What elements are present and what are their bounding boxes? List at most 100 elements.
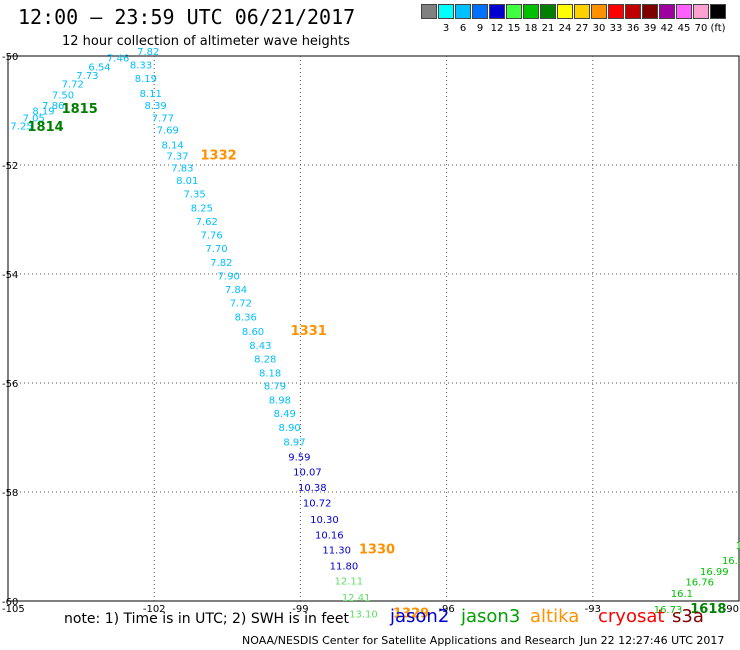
lon-tick-label: -93: [585, 604, 601, 615]
wave-height-value: 16.73: [654, 605, 683, 616]
wave-height-value: 8.97: [283, 438, 305, 449]
wave-height-value: 6.54: [88, 63, 110, 74]
legend-label: 36: [626, 23, 640, 34]
wave-height-value: 7.69: [157, 125, 179, 136]
wave-height-value: 7.62: [196, 217, 218, 228]
wave-height-value: 12.11: [335, 577, 364, 588]
lon-tick-label: -96: [438, 604, 454, 615]
pass-time-label: 1814: [27, 120, 63, 135]
lon-tick-label: -90: [723, 604, 739, 615]
legend-label: 30: [592, 23, 606, 34]
lon-tick-label: -105: [2, 604, 25, 615]
page-subtitle: 12 hour collection of altimeter wave hei…: [62, 34, 350, 49]
wave-height-value: 10.16: [315, 530, 344, 541]
legend-swatch: [523, 4, 539, 19]
page-title: 12:00 — 23:59 UTC 06/21/2017: [18, 5, 356, 29]
pass-time-label: 1330: [359, 543, 395, 558]
wave-height-value: 8.14: [162, 141, 184, 152]
wave-height-value: 13.10: [349, 609, 378, 620]
wave-height-value: 7.46: [107, 53, 129, 64]
satellite-s3a: s3a: [672, 606, 704, 627]
wave-height-value: 7.90: [218, 271, 240, 282]
legend-swatch: [676, 4, 692, 19]
satellite-jason3: jason3: [461, 606, 521, 627]
wave-height-value: 7.70: [205, 244, 227, 255]
wave-height-value: 8.39: [144, 101, 166, 112]
wave-height-value: 7.84: [225, 285, 247, 296]
legend-swatch: [625, 4, 641, 19]
time-labels: 1815 1814 1332 1331 1330 1329 1618: [27, 102, 726, 621]
wave-height-value: 16.57: [722, 556, 740, 567]
legend-swatch: [438, 4, 454, 19]
legend-label: 24: [558, 23, 572, 34]
wave-height-value: 8.28: [254, 354, 276, 365]
lat-tick-label: -50: [2, 52, 18, 63]
pass-time-label: 1331: [291, 324, 327, 339]
wave-height-value: 8.33: [130, 61, 152, 72]
wave-height-value: 7.82: [210, 258, 232, 269]
wave-height-value: 7.37: [166, 152, 188, 163]
wave-height-value: 8.19: [32, 106, 54, 117]
pass-time-label: 1618: [690, 602, 726, 617]
wave-height-value: 12.41: [342, 593, 371, 604]
wave-height-value: 10.30: [310, 515, 339, 526]
legend-swatch: [693, 4, 709, 19]
lat-tick-label: -52: [2, 161, 18, 172]
legend-swatch: [710, 4, 726, 19]
wave-height-value: 8.36: [235, 312, 257, 323]
wave-height-value: 10.07: [293, 468, 322, 479]
wave-height-value: 7.83: [171, 164, 193, 175]
wave-height-value: 7.05: [23, 113, 45, 124]
legend-label: 70: [694, 23, 708, 34]
wave-height-value: 8.18: [259, 368, 281, 379]
wave-height-value: 11.30: [322, 546, 351, 557]
lon-tick-label: -99: [292, 604, 308, 615]
satellite-cryosat: cryosat: [598, 606, 665, 627]
legend-label: 3: [442, 23, 450, 34]
legend-swatch: [472, 4, 488, 19]
wave-height-value: 7.73: [76, 71, 98, 82]
wave-height-value: 15: [736, 541, 740, 552]
wave-height-value: 8.25: [191, 203, 213, 214]
wave-height-value: 7.50: [52, 91, 74, 102]
wave-height-value: 8.01: [176, 176, 198, 187]
wave-height-value: 10.38: [298, 483, 327, 494]
legend-label: 27: [575, 23, 589, 34]
legend-label: 39: [643, 23, 657, 34]
map-axis-ticks: -105 -102 -99 -96 -93 -90 -50 -52 -54 -56 -58 -60: [2, 52, 739, 615]
wave-height-value: 8.90: [278, 423, 300, 434]
wave-height-value: 7.86: [42, 101, 64, 112]
wave-height-value: 8.49: [274, 409, 296, 420]
legend-swatch: [642, 4, 658, 19]
satellite-jason2: jason2: [390, 606, 450, 627]
wave-height-value: 16.76: [685, 578, 714, 589]
wave-height-value: 8.98: [269, 396, 291, 407]
footer-credit: NOAA/NESDIS Center for Satellite Applica…: [242, 634, 576, 647]
legend-label: 42: [660, 23, 674, 34]
wave-height-value: 8.11: [140, 89, 162, 100]
legend-swatch: [608, 4, 624, 19]
legend-swatch: [540, 4, 556, 19]
legend-swatch: [557, 4, 573, 19]
pass-time-label: 1815: [62, 102, 98, 117]
legend-swatch: [591, 4, 607, 19]
wave-height-labels: 7.82 7.468.33 6.547.73 8.19 7.72 8.11 7.507.86…: [10, 47, 740, 620]
wave-height-value: 7.77: [152, 113, 174, 124]
footer-timestamp: Jun 22 12:27:46 UTC 2017: [580, 634, 725, 647]
footer-note: note: 1) Time is in UTC; 2) SWH is in fe…: [64, 611, 350, 627]
legend-swatch: [421, 4, 437, 19]
wave-height-value: 10.72: [303, 499, 332, 510]
legend-label: 6: [459, 23, 467, 34]
legend-swatch: [659, 4, 675, 19]
wave-height-value: 7.76: [200, 231, 222, 242]
legend-label: 33: [609, 23, 623, 34]
pass-time-label: 1332: [200, 149, 236, 164]
lat-tick-label: -54: [2, 270, 18, 281]
wave-height-value: 9.59: [288, 452, 310, 463]
legend-label: 9: [476, 23, 484, 34]
wave-height-value: 7.25: [10, 122, 32, 133]
wave-height-value: 7.82: [137, 47, 159, 58]
legend-swatch: [489, 4, 505, 19]
